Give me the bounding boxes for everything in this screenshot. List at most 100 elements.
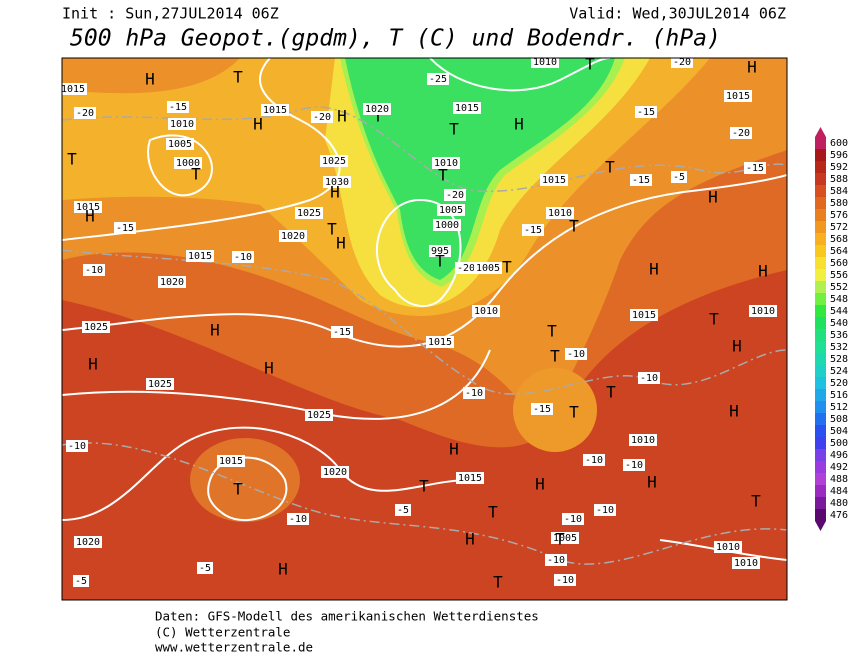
label-box bbox=[186, 250, 214, 262]
colorbar-cell bbox=[815, 413, 826, 425]
label-box bbox=[62, 83, 87, 95]
label-box bbox=[551, 532, 579, 544]
pressure-center: T bbox=[502, 258, 512, 277]
pressure-center: T bbox=[569, 217, 579, 236]
colorbar-cell bbox=[815, 149, 826, 161]
label-box bbox=[635, 106, 657, 118]
valid-time: Valid: Wed,30JUL2014 06Z bbox=[569, 5, 786, 23]
contour-label: 1015 bbox=[76, 202, 100, 213]
colorbar-cell bbox=[815, 389, 826, 401]
pressure-center: T bbox=[488, 503, 498, 522]
label-box bbox=[724, 90, 752, 102]
isotherm bbox=[62, 249, 787, 395]
label-box bbox=[321, 466, 349, 478]
label-box bbox=[749, 305, 777, 317]
contour-label: 1020 bbox=[160, 277, 184, 288]
pressure-center: H bbox=[85, 207, 95, 226]
contour-label: 1015 bbox=[542, 175, 566, 186]
label-box bbox=[311, 111, 333, 123]
label-box bbox=[295, 207, 323, 219]
contour-label: -15 bbox=[533, 404, 551, 415]
colorbar-cell bbox=[815, 485, 826, 497]
label-box bbox=[562, 513, 584, 525]
isotherm bbox=[62, 442, 787, 565]
pressure-center: T bbox=[449, 120, 459, 139]
colorbar-label: 600 bbox=[830, 138, 848, 149]
contour-label: -10 bbox=[640, 373, 658, 384]
pressure-center: H bbox=[647, 473, 657, 492]
colorbar-label: 548 bbox=[830, 294, 848, 305]
contour-label: 1015 bbox=[263, 105, 287, 116]
isobar bbox=[376, 198, 462, 308]
contour-label: -20 bbox=[732, 128, 750, 139]
isotherm bbox=[62, 106, 787, 192]
label-box bbox=[744, 162, 766, 174]
colorbar-cell bbox=[815, 497, 826, 509]
contour-label: 1020 bbox=[323, 467, 347, 478]
contour-label: -10 bbox=[289, 514, 307, 525]
colorbar-label: 588 bbox=[830, 174, 848, 185]
label-box bbox=[546, 207, 574, 219]
colorbar-cell bbox=[815, 401, 826, 413]
contour-label: -15 bbox=[524, 225, 542, 236]
colorbar-cell bbox=[815, 461, 826, 473]
pressure-center: T bbox=[419, 477, 429, 496]
label-box bbox=[531, 403, 553, 415]
pressure-center: H bbox=[253, 115, 263, 134]
contour-label: 1005 bbox=[553, 533, 577, 544]
pressure-center: T bbox=[605, 158, 615, 177]
colorbar-label: 596 bbox=[830, 150, 848, 161]
pressure-center: T bbox=[373, 107, 383, 126]
pressure-center: H bbox=[330, 183, 340, 202]
colorbar-end bbox=[815, 127, 826, 137]
contour-label: -20 bbox=[76, 108, 94, 119]
label-box bbox=[472, 305, 500, 317]
colorbar-label: 484 bbox=[830, 486, 848, 497]
contour-label: 1010 bbox=[631, 435, 655, 446]
colorbar-label: 544 bbox=[830, 306, 848, 317]
label-box bbox=[66, 440, 88, 452]
contour-label: 1010 bbox=[170, 119, 194, 130]
colorbar-cell bbox=[815, 293, 826, 305]
label-box bbox=[395, 504, 411, 516]
label-box bbox=[331, 326, 353, 338]
label-box bbox=[545, 554, 567, 566]
label-box bbox=[168, 118, 196, 130]
contour-label: 1015 bbox=[632, 310, 656, 321]
pressure-center: T bbox=[709, 310, 719, 329]
colorbar-label: 532 bbox=[830, 342, 848, 353]
pressure-center: H bbox=[649, 260, 659, 279]
label-box bbox=[433, 219, 461, 231]
label-box bbox=[714, 541, 742, 553]
colorbar-label: 508 bbox=[830, 414, 848, 425]
pressure-center: T bbox=[606, 383, 616, 402]
contour-label: -10 bbox=[556, 575, 574, 586]
contour-label: 1005 bbox=[439, 205, 463, 216]
label-box bbox=[522, 224, 544, 236]
pressure-center: T bbox=[233, 480, 243, 499]
label-box bbox=[74, 536, 102, 548]
colorbar-label: 540 bbox=[830, 318, 848, 329]
field bbox=[345, 58, 615, 280]
colorbar-label: 528 bbox=[830, 354, 848, 365]
contour-label: 1020 bbox=[76, 537, 100, 548]
contour-label: 1000 bbox=[176, 158, 200, 169]
contour-label: -10 bbox=[564, 514, 582, 525]
contour-label: -5 bbox=[397, 505, 409, 516]
pressure-center: H bbox=[465, 530, 475, 549]
colorbar-label: 480 bbox=[830, 498, 848, 509]
colorbar-cell bbox=[815, 245, 826, 257]
colorbar-label: 536 bbox=[830, 330, 848, 341]
colorbar-cell bbox=[815, 425, 826, 437]
label-box bbox=[474, 262, 502, 274]
contour-label: -15 bbox=[637, 107, 655, 118]
colorbar-label: 568 bbox=[830, 234, 848, 245]
isobar bbox=[62, 426, 471, 521]
field bbox=[190, 438, 300, 522]
label-box bbox=[74, 107, 96, 119]
label-box bbox=[732, 557, 760, 569]
pressure-center: T bbox=[438, 166, 448, 185]
pressure-center: H bbox=[708, 188, 718, 207]
pressure-center: T bbox=[569, 403, 579, 422]
